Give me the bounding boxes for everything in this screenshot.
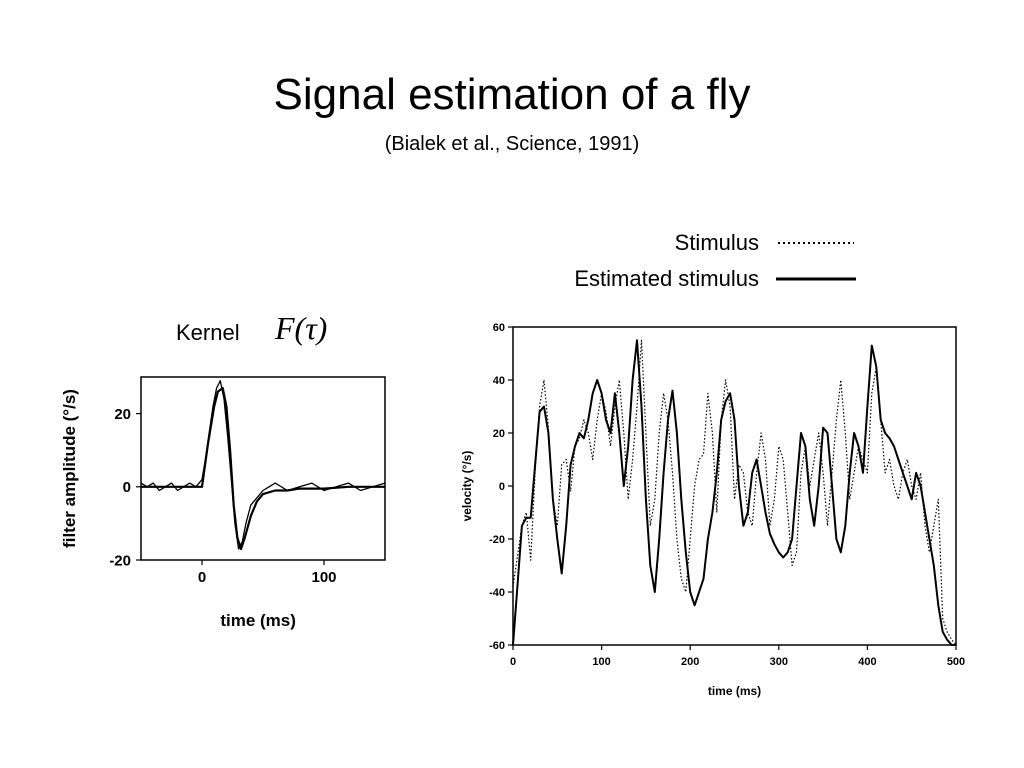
plot-frame — [140, 376, 386, 561]
x-axis-label: time (ms) — [708, 684, 761, 698]
series-line-noisy-thin — [140, 380, 386, 550]
x-tick-label: 0 — [510, 656, 516, 668]
y-tick-label: -60 — [489, 640, 505, 652]
y-tick-label: 60 — [493, 322, 505, 334]
y-axis-label: velocity (°/s) — [460, 451, 474, 522]
y-tick-label: -40 — [489, 587, 505, 599]
slide-subtitle: (Bialek et al., Science, 1991) — [384, 133, 640, 155]
plot-frame — [512, 326, 957, 646]
y-tick-label: 20 — [493, 428, 505, 440]
x-tick-label: 200 — [681, 656, 699, 668]
y-tick-label: 0 — [123, 479, 131, 496]
x-axis-label: time (ms) — [220, 611, 296, 630]
kernel-label: Kernel — [176, 320, 240, 345]
series-line-estimated-stimulus — [512, 339, 956, 646]
y-tick-label: 20 — [114, 406, 131, 423]
x-tick-label: 400 — [858, 656, 876, 668]
slide-title: Signal estimation of a fly — [273, 70, 751, 119]
x-tick-label: 500 — [947, 656, 965, 668]
x-tick-label: 300 — [770, 656, 788, 668]
y-axis-label: filter amplitude (°/s) — [60, 389, 79, 548]
kernel-formula: F(τ) — [275, 310, 328, 346]
y-tick-label: 40 — [493, 375, 505, 387]
y-tick-label: 0 — [499, 481, 505, 493]
x-tick-label: 0 — [198, 569, 206, 586]
y-tick-label: -20 — [109, 552, 131, 569]
series-line-stimulus — [512, 339, 957, 646]
x-tick-label: 100 — [592, 656, 610, 668]
legend-stimulus-label: Stimulus — [674, 230, 759, 255]
legend-estimated-swatch — [776, 277, 856, 281]
y-tick-label: -20 — [489, 534, 505, 546]
x-tick-label: 100 — [311, 569, 336, 586]
legend-estimated-label: Estimated stimulus — [574, 266, 759, 291]
